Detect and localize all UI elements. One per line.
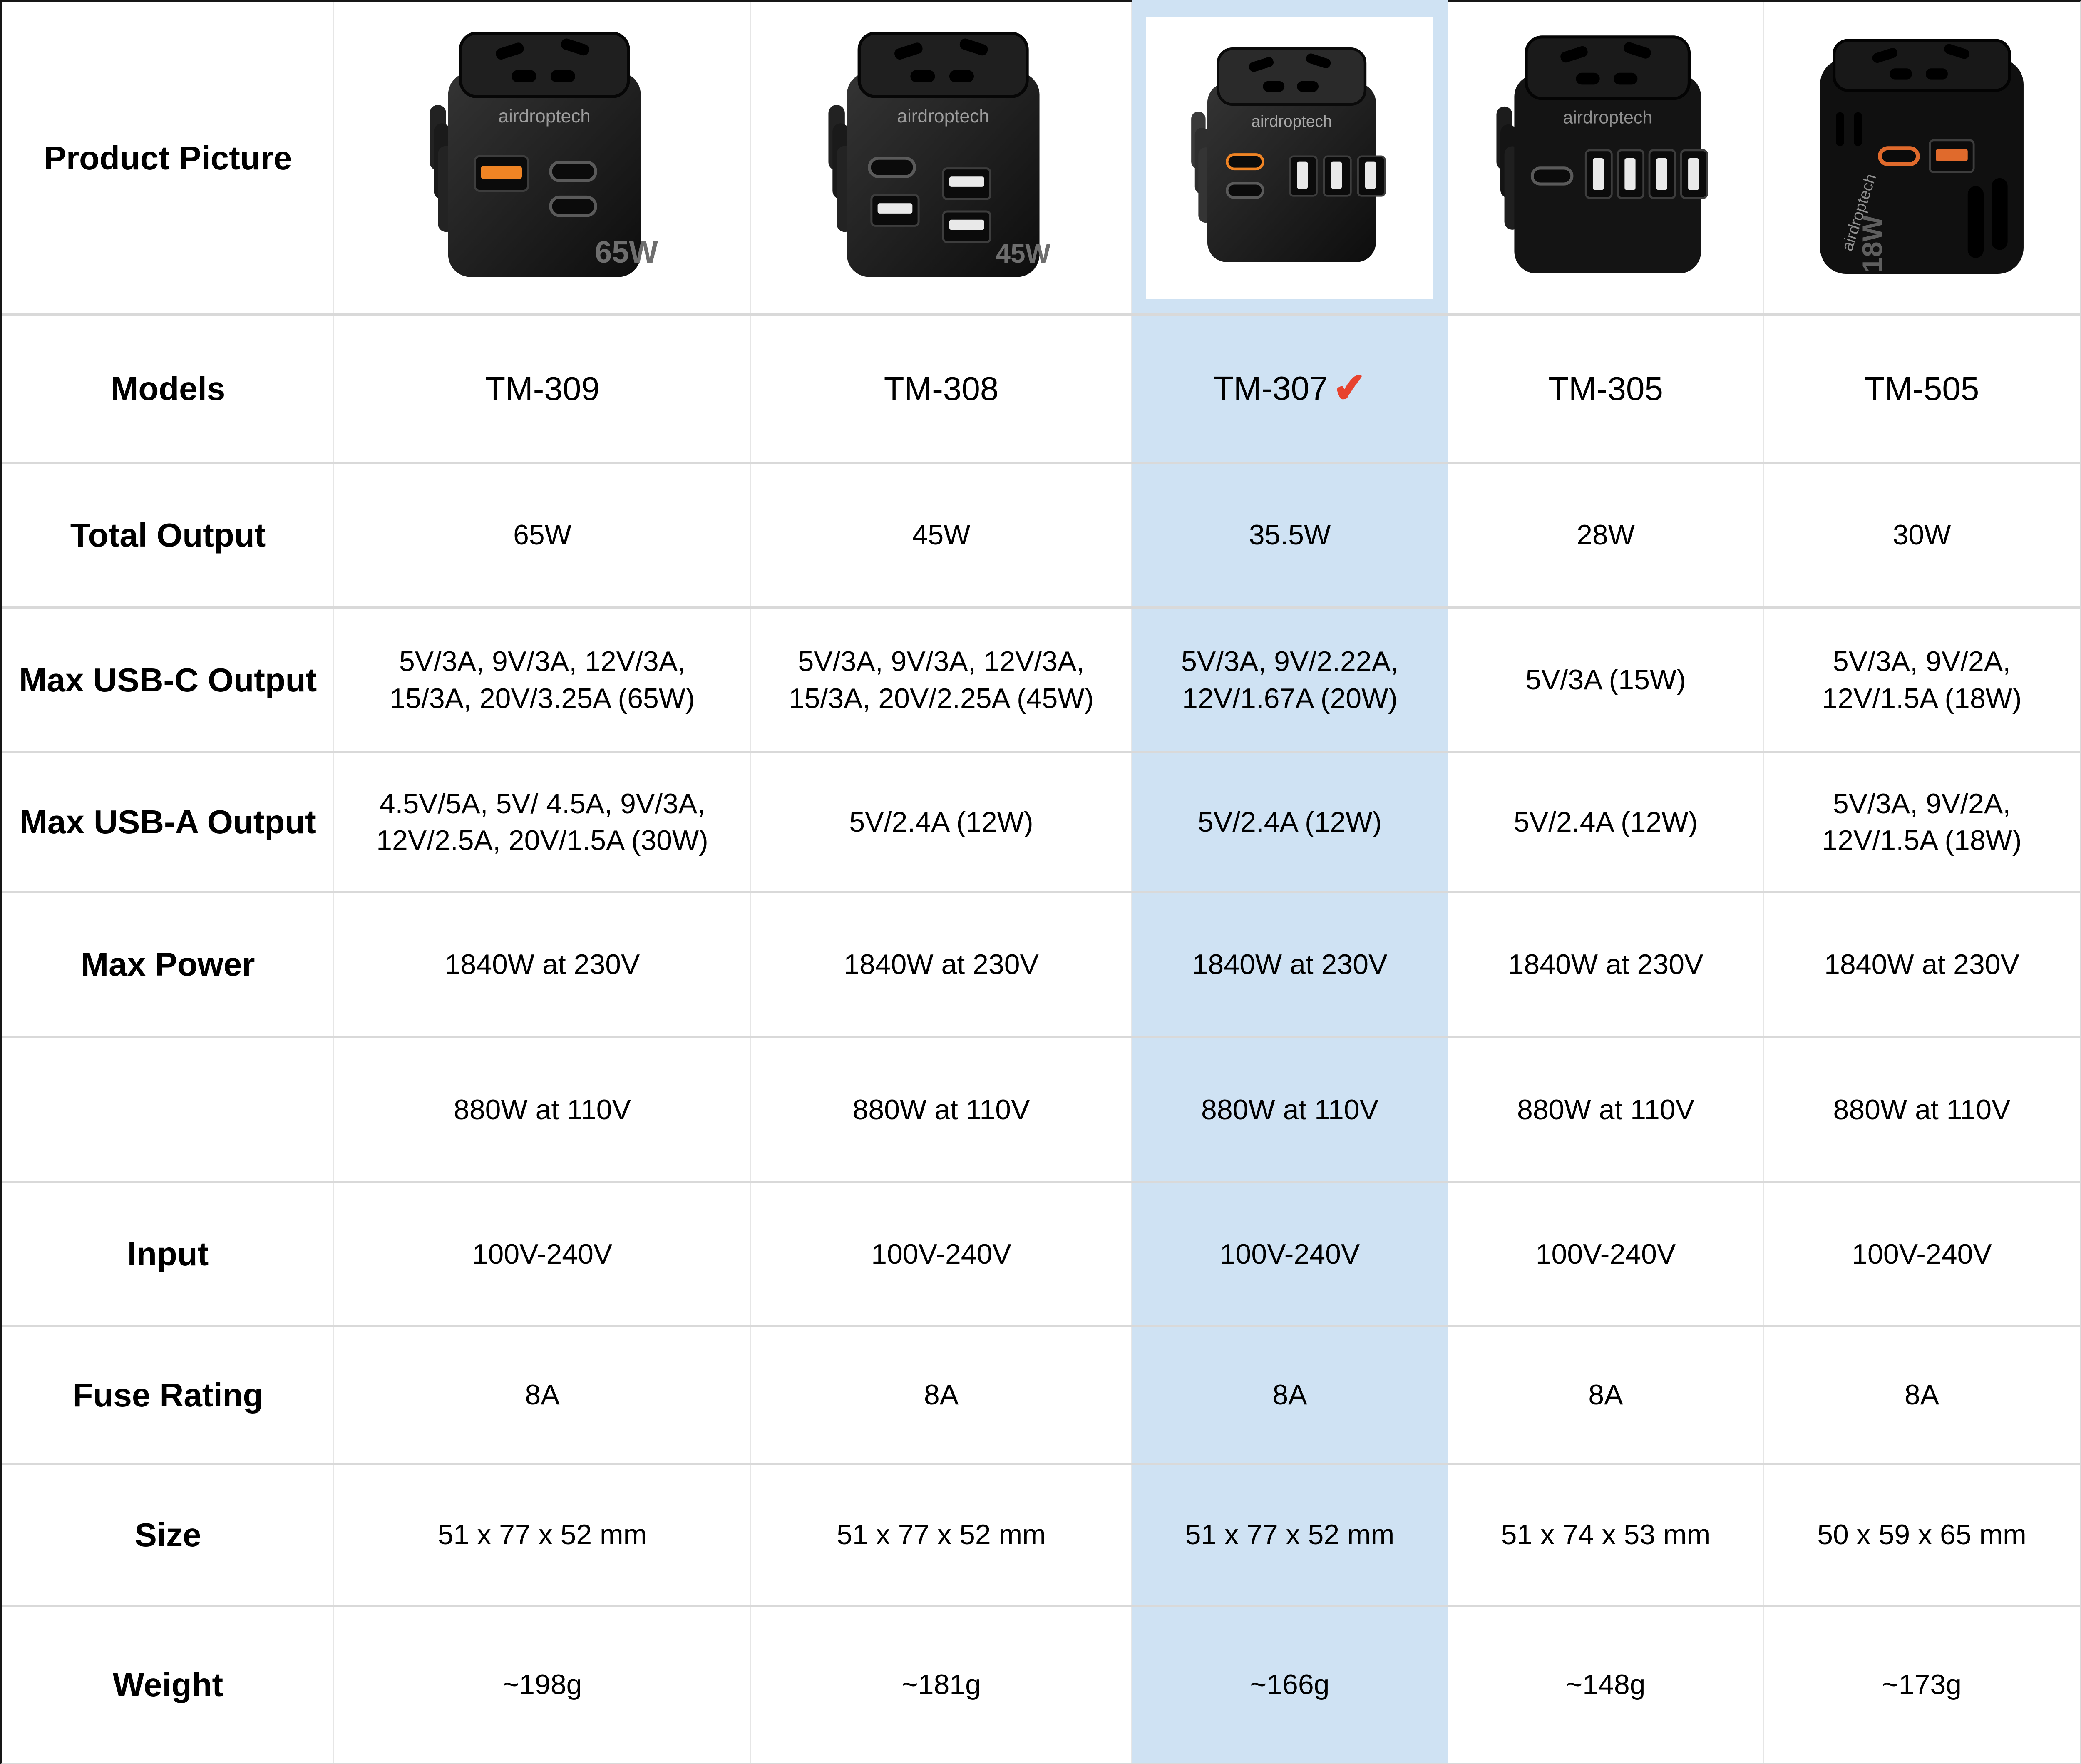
table-row-input: Input 100V-240V 100V-240V 100V-240V 100V… [2, 1183, 2080, 1327]
brand-logo: airdroptech [1563, 107, 1652, 127]
total-output-tm-307: 35.5W [1132, 464, 1448, 606]
highlight-column-top-cap [1132, 0, 1448, 2]
max-usba-tm-309: 4.5V/5A, 5V/ 4.5A, 9V/3A, 12V/2.5A, 20V/… [334, 753, 751, 891]
table-row-max-power-230: Max Power 1840W at 230V 1840W at 230V 18… [2, 893, 2080, 1038]
product-photo-tm-505: 18W airdroptech [1764, 2, 2080, 313]
max-usbc-tm-505: 5V/3A, 9V/2A, 12V/1.5A (18W) [1764, 609, 2080, 751]
fuse-tm-307: 8A [1132, 1327, 1448, 1463]
model-name-text: TM-307 [1213, 370, 1328, 407]
adapter-illustration-tm-309: airdroptech 65W [430, 31, 658, 277]
total-output-tm-505: 30W [1764, 464, 2080, 606]
max-usbc-tm-307: 5V/3A, 9V/2.22A, 12V/1.67A (20W) [1132, 609, 1448, 751]
max-power-110-tm-505: 880W at 110V [1764, 1038, 2080, 1181]
weight-tm-305: ~148g [1448, 1607, 1764, 1763]
row-label-fuse: Fuse Rating [2, 1327, 334, 1463]
model-name-tm-505: TM-505 [1764, 316, 2080, 462]
wattage-badge: 18W [1857, 215, 1888, 273]
brand-logo: airdroptech [1251, 112, 1332, 130]
max-power-230-tm-305: 1840W at 230V [1448, 893, 1764, 1036]
input-tm-308: 100V-240V [751, 1183, 1132, 1325]
product-photo-tm-309: airdroptech 65W [334, 2, 751, 313]
size-tm-307: 51 x 77 x 52 mm [1132, 1465, 1448, 1605]
max-power-110-tm-305: 880W at 110V [1448, 1038, 1764, 1181]
row-label-product-picture: Product Picture [2, 2, 334, 313]
model-name-tm-308: TM-308 [751, 316, 1132, 462]
fuse-tm-309: 8A [334, 1327, 751, 1463]
fuse-tm-505: 8A [1764, 1327, 2080, 1463]
max-power-110-tm-308: 880W at 110V [751, 1038, 1132, 1181]
max-usba-tm-505: 5V/3A, 9V/2A, 12V/1.5A (18W) [1764, 753, 2080, 891]
max-power-230-tm-505: 1840W at 230V [1764, 893, 2080, 1036]
fuse-tm-308: 8A [751, 1327, 1132, 1463]
product-photo-tm-305: airdroptech [1448, 2, 1764, 313]
selected-checkmark-icon: ✔ [1331, 365, 1368, 412]
input-tm-505: 100V-240V [1764, 1183, 2080, 1325]
brand-logo: airdroptech [897, 106, 990, 126]
size-tm-308: 51 x 77 x 52 mm [751, 1465, 1132, 1605]
row-label-max-usba: Max USB-A Output [2, 753, 334, 891]
adapter-illustration-tm-505: 18W airdroptech [1820, 39, 2024, 274]
weight-tm-309: ~198g [334, 1607, 751, 1763]
size-tm-305: 51 x 74 x 53 mm [1448, 1465, 1764, 1605]
table-row-weight: Weight ~198g ~181g ~166g ~148g ~173g [2, 1607, 2080, 1763]
max-power-230-tm-309: 1840W at 230V [334, 893, 751, 1036]
table-row-size: Size 51 x 77 x 52 mm 51 x 77 x 52 mm 51 … [2, 1465, 2080, 1607]
row-label-total-output: Total Output [2, 464, 334, 606]
max-usba-tm-305: 5V/2.4A (12W) [1448, 753, 1764, 891]
input-tm-309: 100V-240V [334, 1183, 751, 1325]
product-photo-tm-308: airdroptech 45W [751, 2, 1132, 313]
table-row-max-usbc: Max USB-C Output 5V/3A, 9V/3A, 12V/3A, 1… [2, 609, 2080, 753]
max-usbc-tm-309: 5V/3A, 9V/3A, 12V/3A, 15/3A, 20V/3.25A (… [334, 609, 751, 751]
table-row-total-output: Total Output 65W 45W 35.5W 28W 30W [2, 464, 2080, 609]
table-row-fuse: Fuse Rating 8A 8A 8A 8A 8A [2, 1327, 2080, 1465]
adapter-illustration-tm-305: airdroptech [1496, 35, 1708, 273]
row-label-max-usbc: Max USB-C Output [2, 609, 334, 751]
fuse-tm-305: 8A [1448, 1327, 1764, 1463]
row-label-input: Input [2, 1183, 334, 1325]
weight-tm-307: ~166g [1132, 1607, 1448, 1763]
max-usbc-tm-305: 5V/3A (15W) [1448, 609, 1764, 751]
product-photo-tm-307-highlighted: airdroptech [1132, 2, 1448, 313]
input-tm-307: 100V-240V [1132, 1183, 1448, 1325]
weight-tm-505: ~173g [1764, 1607, 2080, 1763]
table-row-pictures: Product Picture airdroptech 65W [2, 2, 2080, 316]
model-name-tm-305: TM-305 [1448, 316, 1764, 462]
input-tm-305: 100V-240V [1448, 1183, 1764, 1325]
table-row-models: Models TM-309 TM-308 TM-307 ✔ TM-305 TM-… [2, 316, 2080, 464]
row-label-max-power: Max Power [2, 893, 334, 1036]
max-usba-tm-308: 5V/2.4A (12W) [751, 753, 1132, 891]
total-output-tm-305: 28W [1448, 464, 1764, 606]
brand-logo: airdroptech [498, 106, 591, 126]
total-output-tm-308: 45W [751, 464, 1132, 606]
model-name-tm-307-selected: TM-307 ✔ [1132, 316, 1448, 462]
max-power-110-tm-307: 880W at 110V [1132, 1038, 1448, 1181]
adapter-illustration-tm-307: airdroptech [1191, 47, 1386, 262]
size-tm-505: 50 x 59 x 65 mm [1764, 1465, 2080, 1605]
row-label-size: Size [2, 1465, 334, 1605]
wattage-badge: 65W [595, 235, 658, 269]
max-usba-tm-307: 5V/2.4A (12W) [1132, 753, 1448, 891]
photo-frame: airdroptech [1146, 17, 1433, 299]
max-power-230-tm-308: 1840W at 230V [751, 893, 1132, 1036]
adapter-illustration-tm-308: airdroptech 45W [828, 31, 1051, 277]
wattage-badge: 45W [996, 239, 1051, 268]
row-label-blank [2, 1038, 334, 1181]
max-power-110-tm-309: 880W at 110V [334, 1038, 751, 1181]
max-usbc-tm-308: 5V/3A, 9V/3A, 12V/3A, 15/3A, 20V/2.25A (… [751, 609, 1132, 751]
row-label-models: Models [2, 316, 334, 462]
total-output-tm-309: 65W [334, 464, 751, 606]
row-label-weight: Weight [2, 1607, 334, 1763]
table-row-max-power-110: 880W at 110V 880W at 110V 880W at 110V 8… [2, 1038, 2080, 1183]
size-tm-309: 51 x 77 x 52 mm [334, 1465, 751, 1605]
max-power-230-tm-307: 1840W at 230V [1132, 893, 1448, 1036]
table-row-max-usba: Max USB-A Output 4.5V/5A, 5V/ 4.5A, 9V/3… [2, 753, 2080, 893]
weight-tm-308: ~181g [751, 1607, 1132, 1763]
model-name-tm-309: TM-309 [334, 316, 751, 462]
